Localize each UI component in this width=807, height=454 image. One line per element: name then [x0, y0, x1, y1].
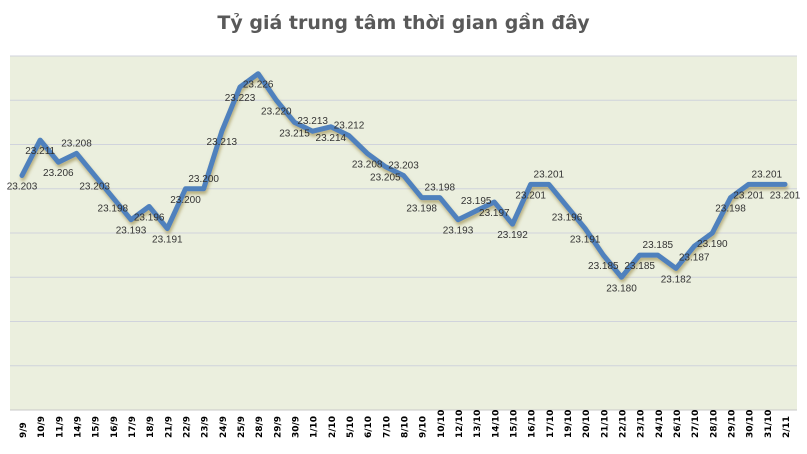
x-tick-label: 30/10 [746, 410, 756, 438]
x-tick-label: 20/10 [582, 410, 592, 438]
data-label: 23.198 [425, 183, 456, 194]
data-label: 23.208 [61, 138, 92, 149]
data-label: 23.215 [279, 128, 310, 139]
data-label: 23.211 [25, 146, 55, 157]
x-tick-label: 13/10 [473, 410, 483, 438]
x-tick-label: 22/9 [183, 416, 193, 438]
x-tick-label: 17/10 [546, 410, 556, 438]
data-label: 23.196 [134, 212, 165, 223]
data-label: 23.191 [152, 235, 183, 246]
data-label: 23.185 [643, 240, 674, 251]
data-label: 23.196 [552, 212, 583, 223]
x-tick-label: 11/9 [55, 416, 65, 438]
data-label: 23.214 [316, 133, 347, 144]
data-label: 23.198 [715, 204, 746, 215]
data-label: 23.195 [461, 196, 492, 207]
x-tick-label: 1/10 [310, 416, 320, 438]
data-label: 23.185 [624, 261, 655, 272]
x-tick-label: 5/10 [346, 416, 356, 438]
x-tick-label: 26/10 [673, 410, 683, 438]
x-tick-label: 10/10 [437, 410, 447, 438]
x-tick-label: 24/10 [655, 410, 665, 438]
data-label: 23.193 [116, 226, 147, 237]
x-tick-label: 28/9 [255, 416, 265, 438]
x-tick-label: 29/9 [273, 416, 283, 438]
x-tick-label: 16/10 [528, 410, 538, 438]
data-label: 23.201 [534, 169, 565, 180]
x-tick-label: 2/11 [782, 416, 792, 438]
x-tick-label: 15/10 [510, 410, 520, 438]
x-tick-label: 8/10 [401, 416, 411, 438]
data-label: 23.203 [79, 181, 110, 192]
x-tick-label: 17/9 [128, 416, 138, 438]
data-label: 23.205 [370, 173, 401, 184]
data-label: 23.190 [697, 239, 728, 250]
x-tick-label: 27/10 [691, 410, 701, 438]
data-label: 23.191 [570, 235, 601, 246]
data-label: 23.192 [497, 230, 528, 241]
x-tick-label: 6/10 [364, 416, 374, 438]
x-tick-label: 21/10 [600, 410, 610, 438]
data-label: 23.201 [515, 190, 546, 201]
data-label: 23.201 [752, 169, 783, 180]
data-label: 23.212 [334, 121, 365, 132]
x-tick-label: 22/10 [619, 410, 629, 438]
data-label: 23.223 [225, 93, 256, 104]
data-label: 23.200 [188, 174, 219, 185]
data-label: 23.206 [43, 168, 74, 179]
data-label: 23.201 [733, 190, 764, 201]
x-tick-label: 2/10 [328, 416, 338, 438]
data-label: 23.213 [297, 116, 328, 127]
data-label: 23.198 [406, 204, 437, 215]
x-tick-label: 18/9 [146, 416, 156, 438]
x-tick-label: 31/10 [764, 410, 774, 438]
data-label: 23.200 [170, 195, 201, 206]
data-label: 23.197 [479, 208, 510, 219]
data-label: 23.226 [243, 80, 274, 91]
x-tick-label: 7/10 [382, 416, 392, 438]
data-label: 23.193 [443, 226, 474, 237]
x-tick-label: 19/10 [564, 410, 574, 438]
x-tick-label: 30/9 [292, 416, 302, 438]
data-label: 23.203 [7, 181, 38, 192]
data-label: 23.213 [207, 137, 238, 148]
x-tick-label: 21/9 [164, 416, 174, 438]
x-tick-label: 14/10 [491, 410, 501, 438]
data-label: 23.203 [388, 160, 419, 171]
data-label: 23.180 [606, 283, 637, 294]
x-tick-label: 16/9 [110, 416, 120, 438]
x-tick-label: 25/9 [237, 416, 247, 438]
data-label: 23.185 [588, 261, 619, 272]
x-tick-label: 10/9 [37, 416, 47, 438]
data-label: 23.187 [679, 252, 710, 263]
x-tick-label: 9/10 [419, 416, 429, 438]
data-label: 23.208 [352, 159, 383, 170]
x-tick-label: 9/9 [19, 422, 29, 438]
x-tick-label: 15/9 [92, 416, 102, 438]
x-tick-label: 14/9 [74, 416, 84, 438]
x-tick-label: 28/10 [709, 410, 719, 438]
data-label: 23.201 [770, 190, 801, 201]
chart-title: Tỷ giá trung tâm thời gian gần đây [217, 12, 590, 34]
x-tick-label: 23/9 [201, 416, 211, 438]
data-label: 23.198 [98, 204, 129, 215]
x-tick-label: 29/10 [728, 410, 738, 438]
data-label: 23.220 [261, 106, 292, 117]
data-label: 23.182 [661, 274, 692, 285]
x-tick-label: 23/10 [637, 410, 647, 438]
x-tick-label: 24/9 [219, 416, 229, 438]
x-tick-label: 12/10 [455, 410, 465, 438]
